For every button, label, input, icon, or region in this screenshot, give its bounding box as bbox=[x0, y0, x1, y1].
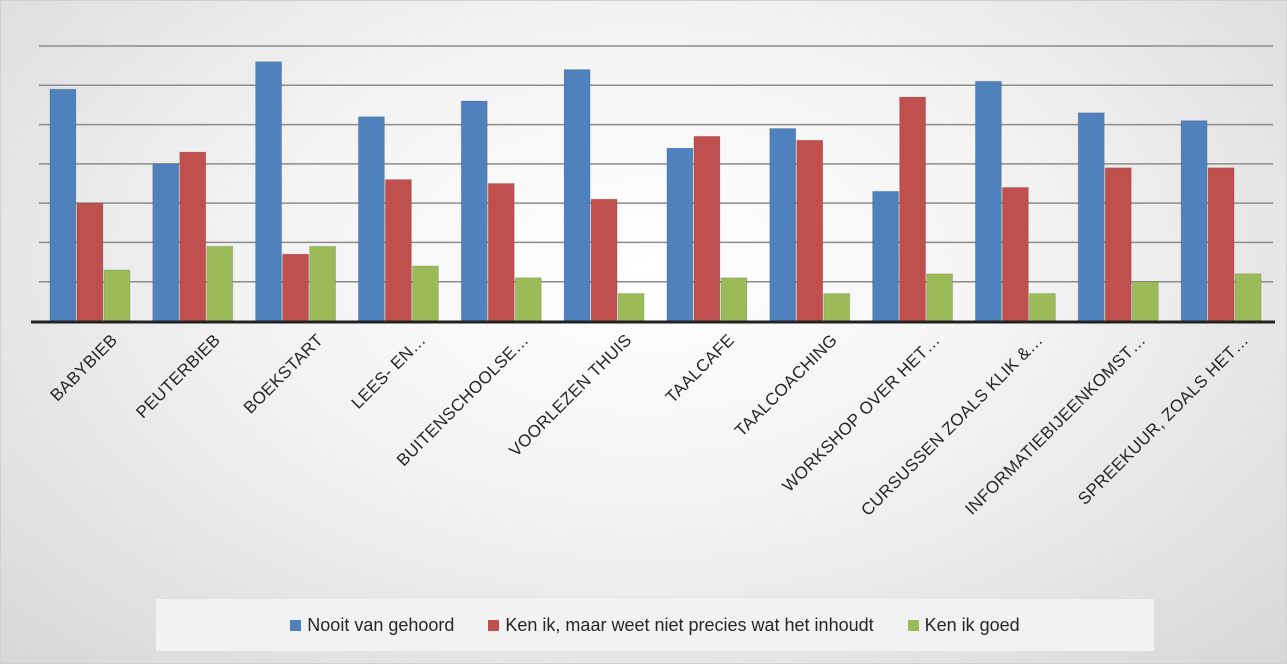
bar-series-3-5 bbox=[514, 277, 542, 322]
bar-series-2-12 bbox=[1207, 167, 1235, 322]
bar-series-2-3 bbox=[282, 253, 310, 322]
legend-item-series-2: Ken ik, maar weet niet precies wat het i… bbox=[488, 614, 874, 636]
bar-series-1-8 bbox=[769, 128, 797, 322]
bar-series-3-11 bbox=[1131, 281, 1159, 322]
legend-swatch-series-3 bbox=[907, 619, 919, 631]
x-tick-label: BABYBIEB bbox=[47, 330, 122, 405]
bar-series-2-8 bbox=[796, 139, 824, 322]
bar-series-2-5 bbox=[487, 183, 515, 322]
x-tick-labels: BABYBIEB PEUTERBIEB BOEKSTART LEES- EN…BUIT… bbox=[47, 330, 1253, 519]
bar-series-3-7 bbox=[720, 277, 748, 322]
legend-swatch-series-1 bbox=[290, 619, 302, 631]
x-tick-label: INFORMATIEBIJEENKOMST… bbox=[961, 330, 1149, 518]
bar-series-1-3 bbox=[255, 61, 283, 322]
bar-series-3-8 bbox=[823, 293, 851, 322]
bar-series-1-7 bbox=[666, 147, 694, 322]
legend-swatch-series-2 bbox=[488, 619, 500, 631]
x-tick-label: PEUTERBIEB bbox=[132, 330, 224, 422]
bar-series-1-10 bbox=[974, 80, 1002, 322]
legend-item-series-3: Ken ik goed bbox=[907, 614, 1020, 636]
bar-series-1-11 bbox=[1077, 112, 1105, 322]
bar-series-1-5 bbox=[460, 100, 488, 322]
x-tick-label: TAALCOACHING bbox=[731, 330, 841, 440]
bar-series-3-2 bbox=[206, 245, 234, 322]
bars bbox=[49, 61, 1262, 322]
gridlines bbox=[39, 45, 1273, 283]
bar-series-2-7 bbox=[693, 135, 721, 322]
bar-series-3-3 bbox=[309, 245, 337, 322]
bar-series-3-1 bbox=[103, 269, 131, 322]
bar-series-1-1 bbox=[49, 88, 77, 322]
legend-label-series-2: Ken ik, maar weet niet precies wat het i… bbox=[505, 614, 874, 635]
x-tick-label: SPREEKUUR, ZOALS HET… bbox=[1074, 330, 1252, 508]
x-tick-label: CURSUSSEN ZOALS KLIK &… bbox=[857, 330, 1046, 519]
bar-series-1-2 bbox=[152, 163, 180, 322]
bar-series-1-4 bbox=[357, 116, 385, 322]
bar-series-2-1 bbox=[76, 202, 104, 322]
bar-series-3-10 bbox=[1028, 293, 1056, 322]
legend: Nooit van gehoord Ken ik, maar weet niet… bbox=[156, 599, 1154, 651]
bar-series-2-11 bbox=[1104, 167, 1132, 322]
x-tick-label: TAALCAFE bbox=[662, 330, 738, 406]
bar-series-3-6 bbox=[617, 293, 645, 322]
legend-label-series-3: Ken ik goed bbox=[924, 614, 1020, 635]
bar-series-2-6 bbox=[590, 198, 618, 322]
bar-series-2-4 bbox=[384, 179, 412, 322]
bar-series-2-9 bbox=[899, 96, 927, 322]
legend-item-series-1: Nooit van gehoord bbox=[290, 615, 454, 636]
x-tick-label: LEES- EN… bbox=[348, 330, 430, 412]
bar-series-3-9 bbox=[926, 273, 954, 322]
bar-series-1-9 bbox=[872, 190, 900, 322]
legend-label-series-1: Nooit van gehoord bbox=[307, 614, 455, 635]
bar-series-3-12 bbox=[1234, 273, 1262, 322]
bar-series-2-10 bbox=[1001, 186, 1029, 322]
x-tick-label: BOEKSTART bbox=[240, 330, 327, 417]
bar-series-1-12 bbox=[1180, 120, 1208, 322]
bar-series-2-2 bbox=[179, 151, 207, 322]
bar-series-1-6 bbox=[563, 69, 591, 322]
bar-series-3-4 bbox=[411, 265, 439, 322]
